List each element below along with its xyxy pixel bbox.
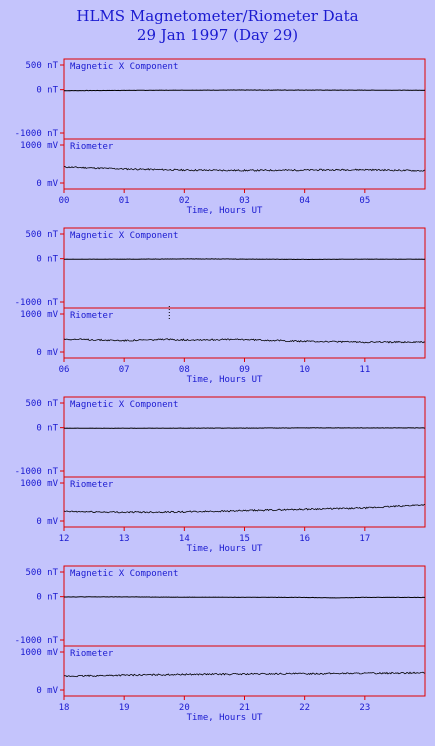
y-tick-label: -1000 nT — [15, 298, 59, 308]
y-tick-label: 0 nT — [36, 593, 58, 603]
magnetic-panel-label: Magnetic X Component — [70, 62, 178, 72]
x-tick-label: 13 — [119, 534, 130, 544]
riometer-panel-frame — [63, 476, 426, 528]
magnetic-panel-label: Magnetic X Component — [70, 569, 178, 579]
x-tick-label: 20 — [179, 703, 190, 713]
x-tick-label: 03 — [239, 196, 250, 206]
magnetic-series-line — [64, 596, 425, 599]
y-tick-label: 0 mV — [36, 686, 58, 696]
riometer-panel-label: Riometer — [70, 480, 114, 490]
x-tick-label: 16 — [299, 534, 310, 544]
riometer-panel-label: Riometer — [70, 649, 114, 659]
riometer-panel-frame — [63, 138, 426, 190]
x-tick-label: 23 — [359, 703, 370, 713]
x-axis-title: Time, Hours UT — [187, 206, 263, 216]
y-tick-label: 1000 mV — [20, 310, 59, 320]
x-tick-label: 12 — [59, 534, 70, 544]
chart-title: HLMS Magnetometer/Riometer Data — [76, 7, 359, 25]
x-tick-label: 02 — [179, 196, 190, 206]
y-tick-label: 500 nT — [25, 230, 58, 240]
x-tick-label: 15 — [239, 534, 250, 544]
y-tick-label: 500 nT — [25, 61, 58, 71]
magnetic-panel-label: Magnetic X Component — [70, 231, 178, 241]
x-tick-label: 05 — [359, 196, 370, 206]
x-tick-label: 17 — [359, 534, 370, 544]
riometer-series-line — [63, 503, 426, 514]
y-tick-label: 1000 mV — [20, 648, 59, 658]
y-tick-label: 1000 mV — [20, 479, 59, 489]
x-tick-label: 01 — [119, 196, 130, 206]
riometer-series-line — [63, 338, 426, 344]
riometer-panel-label: Riometer — [70, 142, 114, 152]
y-tick-label: -1000 nT — [15, 636, 59, 646]
x-tick-label: 11 — [359, 365, 370, 375]
y-tick-label: 1000 mV — [20, 141, 59, 151]
x-tick-label: 22 — [299, 703, 310, 713]
riometer-panel-frame — [63, 307, 426, 359]
x-tick-label: 09 — [239, 365, 250, 375]
riometer-series-line — [63, 166, 426, 172]
y-tick-label: 0 mV — [36, 179, 58, 189]
x-tick-label: 08 — [179, 365, 190, 375]
riometer-panel-frame — [63, 645, 426, 697]
x-axis-title: Time, Hours UT — [187, 713, 263, 723]
magnetic-series-line — [63, 89, 426, 92]
x-axis-title: Time, Hours UT — [187, 375, 263, 385]
riometer-panel-label: Riometer — [70, 311, 114, 321]
x-tick-label: 06 — [59, 365, 70, 375]
x-tick-label: 14 — [179, 534, 190, 544]
y-tick-label: 0 nT — [36, 255, 58, 265]
x-tick-label: 07 — [119, 365, 130, 375]
x-tick-label: 10 — [299, 365, 310, 375]
riometer-series-line — [63, 671, 426, 678]
x-tick-label: 21 — [239, 703, 250, 713]
y-tick-label: -1000 nT — [15, 129, 59, 139]
magnetic-panel-label: Magnetic X Component — [70, 400, 178, 410]
y-tick-label: -1000 nT — [15, 467, 59, 477]
y-tick-label: 500 nT — [25, 399, 58, 409]
x-tick-label: 00 — [59, 196, 70, 206]
y-tick-label: 500 nT — [25, 568, 58, 578]
y-tick-label: 0 mV — [36, 517, 58, 527]
x-axis-title: Time, Hours UT — [187, 544, 263, 554]
chart-subtitle: 29 Jan 1997 (Day 29) — [136, 26, 299, 44]
x-tick-label: 18 — [59, 703, 70, 713]
x-tick-label: 19 — [119, 703, 130, 713]
x-tick-label: 04 — [299, 196, 310, 206]
y-tick-label: 0 nT — [36, 86, 58, 96]
y-tick-label: 0 mV — [36, 348, 58, 358]
magnetic-series-line — [63, 427, 426, 429]
magnetic-series-line — [63, 258, 426, 261]
y-tick-label: 0 nT — [36, 424, 58, 434]
